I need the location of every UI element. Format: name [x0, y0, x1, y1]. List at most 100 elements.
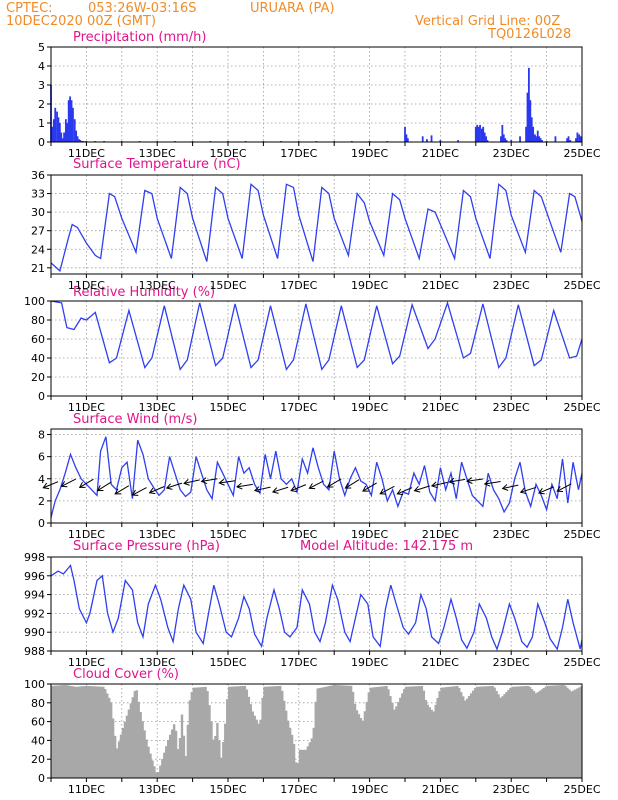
- wind-arrow: [290, 484, 307, 492]
- cloud-bar: [54, 685, 58, 778]
- cloud-bar: [371, 687, 374, 778]
- cloud-bar: [444, 687, 447, 778]
- precip-bar: [476, 124, 479, 142]
- cloud-bar: [184, 756, 188, 778]
- cloud-bar: [304, 749, 308, 778]
- frame-pres: [50, 556, 583, 652]
- cloud-bar: [214, 735, 217, 778]
- wind-arrow-head: [78, 482, 86, 488]
- cloud-bar: [517, 686, 520, 778]
- cloud-bar: [174, 730, 178, 778]
- y-tick-label: 21: [31, 262, 45, 275]
- precip-bar: [64, 119, 67, 142]
- y-tick-label: 60: [31, 333, 45, 346]
- wind-arrow: [166, 482, 183, 489]
- cloud-bar: [241, 686, 245, 778]
- wind-arrow-head: [42, 482, 50, 490]
- cloud-bar: [473, 688, 477, 778]
- x-date-label: 11DEC: [68, 147, 105, 160]
- precip-bar: [541, 140, 543, 142]
- x-date-label: 13DEC: [139, 528, 176, 541]
- cloud-bar: [176, 749, 180, 778]
- wind-arrow: [484, 480, 501, 485]
- precip-bar: [504, 138, 507, 142]
- cloud-bar: [82, 686, 85, 778]
- y-tick-label: 27: [31, 225, 45, 238]
- cloud-bar: [267, 686, 270, 778]
- cloud-bar: [88, 686, 91, 778]
- precip-bar: [536, 130, 539, 142]
- cloud-bar: [426, 704, 429, 778]
- cloud-bar: [334, 684, 337, 778]
- cloud-bar: [94, 686, 97, 778]
- wind-arrow-head: [218, 478, 225, 486]
- cloud-bar: [558, 685, 561, 778]
- precip-bar: [510, 140, 513, 142]
- cloud-bar: [253, 715, 256, 778]
- cloud-bar: [399, 697, 402, 778]
- cloud-bar: [194, 687, 197, 778]
- precip-bar: [75, 130, 78, 142]
- cloud-bar: [568, 689, 571, 778]
- x-date-label: 15DEC: [209, 147, 246, 160]
- wind-arrow-head: [236, 482, 243, 490]
- precip-bar: [535, 136, 538, 142]
- cloud-bar: [369, 687, 372, 778]
- cloud-bar: [375, 687, 378, 778]
- cloud-bar: [532, 691, 536, 778]
- precip-bar: [534, 134, 536, 142]
- cloud-bar: [336, 685, 339, 778]
- cloud-bar: [80, 686, 83, 778]
- cloud-bar: [113, 735, 117, 778]
- cloud-bar: [159, 765, 162, 778]
- cloud-bar: [172, 724, 176, 778]
- precip-bar: [54, 107, 57, 142]
- wind-arrow: [97, 481, 112, 491]
- cloud-bar: [377, 686, 380, 778]
- header-code: TQ0126L028: [487, 27, 571, 42]
- x-date-label: 15DEC: [209, 528, 246, 541]
- wind-arrow: [236, 483, 253, 488]
- cloud-bar: [578, 687, 581, 778]
- cloud-bar: [379, 686, 382, 778]
- wind-arrow: [254, 486, 271, 492]
- x-date-label: 23DEC: [493, 656, 530, 669]
- x-date-label: 19DEC: [351, 279, 388, 292]
- cloud-bar: [324, 686, 327, 778]
- cloud-bar: [188, 700, 192, 778]
- cloud-bar: [560, 685, 563, 778]
- cloud-bar: [403, 688, 406, 778]
- x-date-label: 21DEC: [422, 279, 459, 292]
- precip-bar: [525, 126, 527, 142]
- wind-arrow: [556, 483, 572, 492]
- cloud-bar: [493, 687, 496, 778]
- cloud-bar: [216, 722, 219, 778]
- cloud-bar: [471, 690, 475, 778]
- cloud-bar: [367, 692, 370, 778]
- x-date-label: 13DEC: [139, 783, 176, 796]
- cloud-bar: [357, 714, 361, 778]
- precip-bar: [57, 117, 60, 142]
- wind-arrow-head: [60, 481, 68, 488]
- x-date-label: 15DEC: [209, 656, 246, 669]
- cloud-bar: [550, 685, 553, 778]
- cloud-bar: [469, 693, 473, 778]
- cloud-bar: [237, 686, 241, 778]
- x-date-label: 13DEC: [139, 279, 176, 292]
- x-date-label: 17DEC: [280, 279, 317, 292]
- precip-bar: [500, 136, 502, 142]
- cloud-bar: [479, 686, 483, 778]
- cloud-bar: [436, 697, 439, 778]
- panel-pres: 988 990 992 994 996 998 11DEC 13DEC 15DEC 17DEC 19…: [24, 551, 601, 669]
- cloud-bar: [52, 685, 56, 778]
- cloud-bar: [277, 686, 280, 778]
- wind-arrow: [61, 478, 77, 487]
- cloud-bar: [117, 741, 121, 778]
- cloud-bar: [245, 689, 249, 778]
- precip-bar: [405, 134, 408, 142]
- precip-bar: [477, 126, 480, 142]
- wind-arrow-head: [466, 477, 473, 484]
- y-tick-label: 80: [31, 697, 45, 710]
- cloud-bar: [78, 686, 81, 778]
- y-tick-label: 40: [31, 352, 45, 365]
